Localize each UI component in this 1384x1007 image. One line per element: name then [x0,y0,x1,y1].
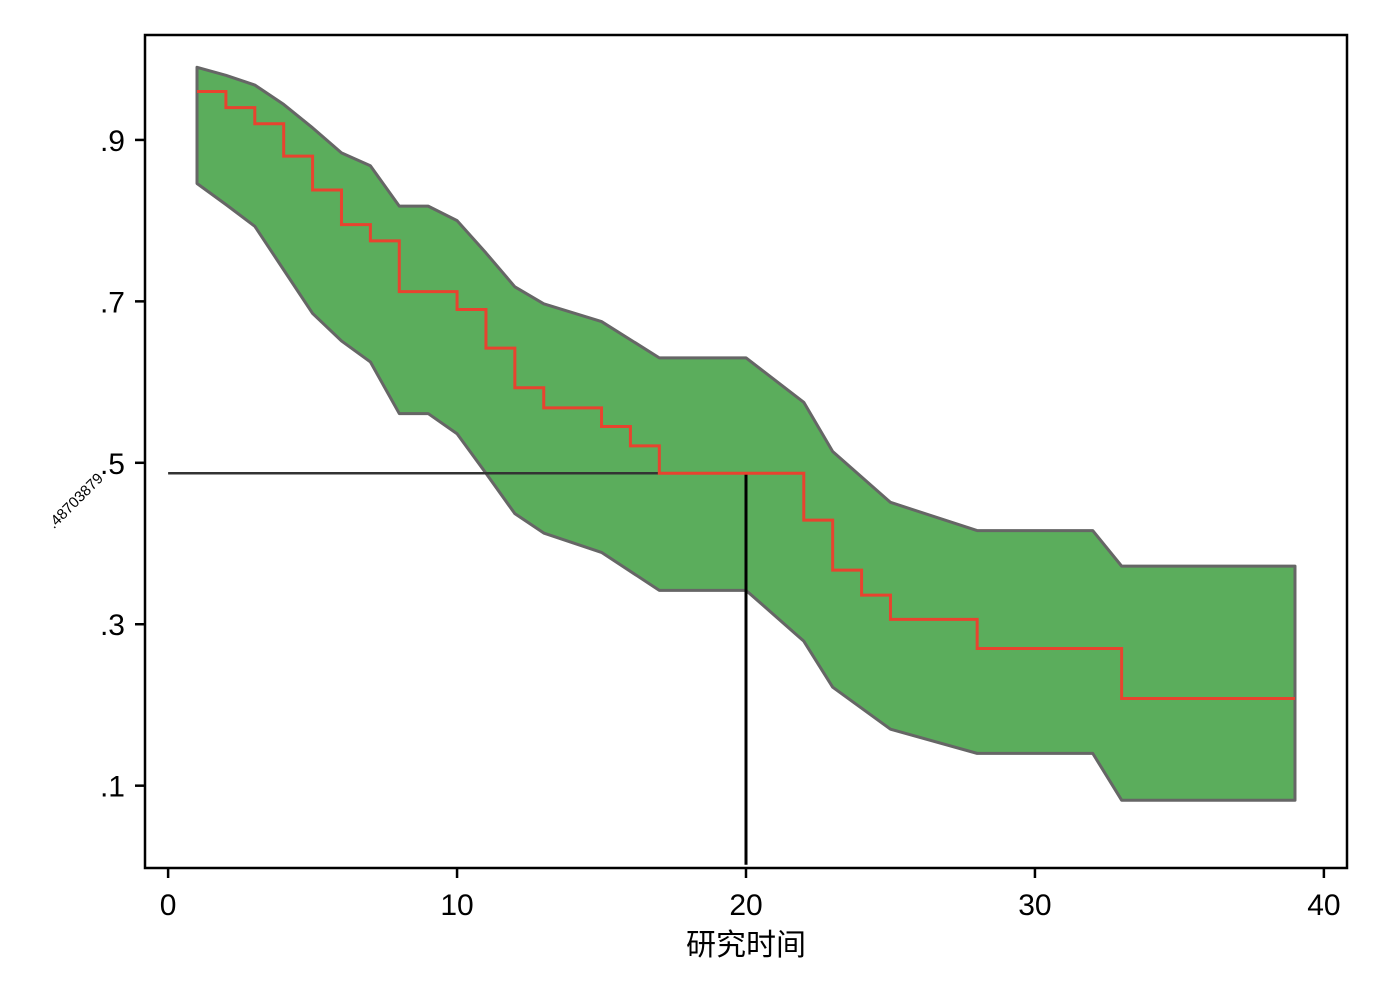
x-tick-label: 20 [729,889,762,922]
median-value-label: .48703879 [45,470,107,532]
survival-line-layer [197,90,1295,700]
y-tick-label: .3 [100,609,125,642]
x-tick-label: 30 [1018,889,1051,922]
x-tick-label: 0 [160,889,177,922]
survival-step-line [197,90,1295,700]
y-tick-label: .5 [100,448,125,481]
confidence-band [195,65,1297,802]
confidence-band-layer [195,65,1297,802]
x-tick-label: 40 [1307,889,1340,922]
reference-lines-layer [168,472,748,865]
x-tick-label: 10 [440,889,473,922]
axes-layer: 0 10 20 30 40 .1 .3 .5 .7 .9 [100,125,1341,922]
x-axis-title: 研究时间 [686,928,806,963]
y-tick-label: .9 [100,125,125,158]
y-tick-label: .1 [100,771,125,804]
y-tick-label: .7 [100,286,125,319]
